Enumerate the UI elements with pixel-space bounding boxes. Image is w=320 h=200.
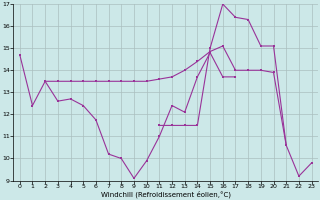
X-axis label: Windchill (Refroidissement éolien,°C): Windchill (Refroidissement éolien,°C) (101, 190, 231, 198)
